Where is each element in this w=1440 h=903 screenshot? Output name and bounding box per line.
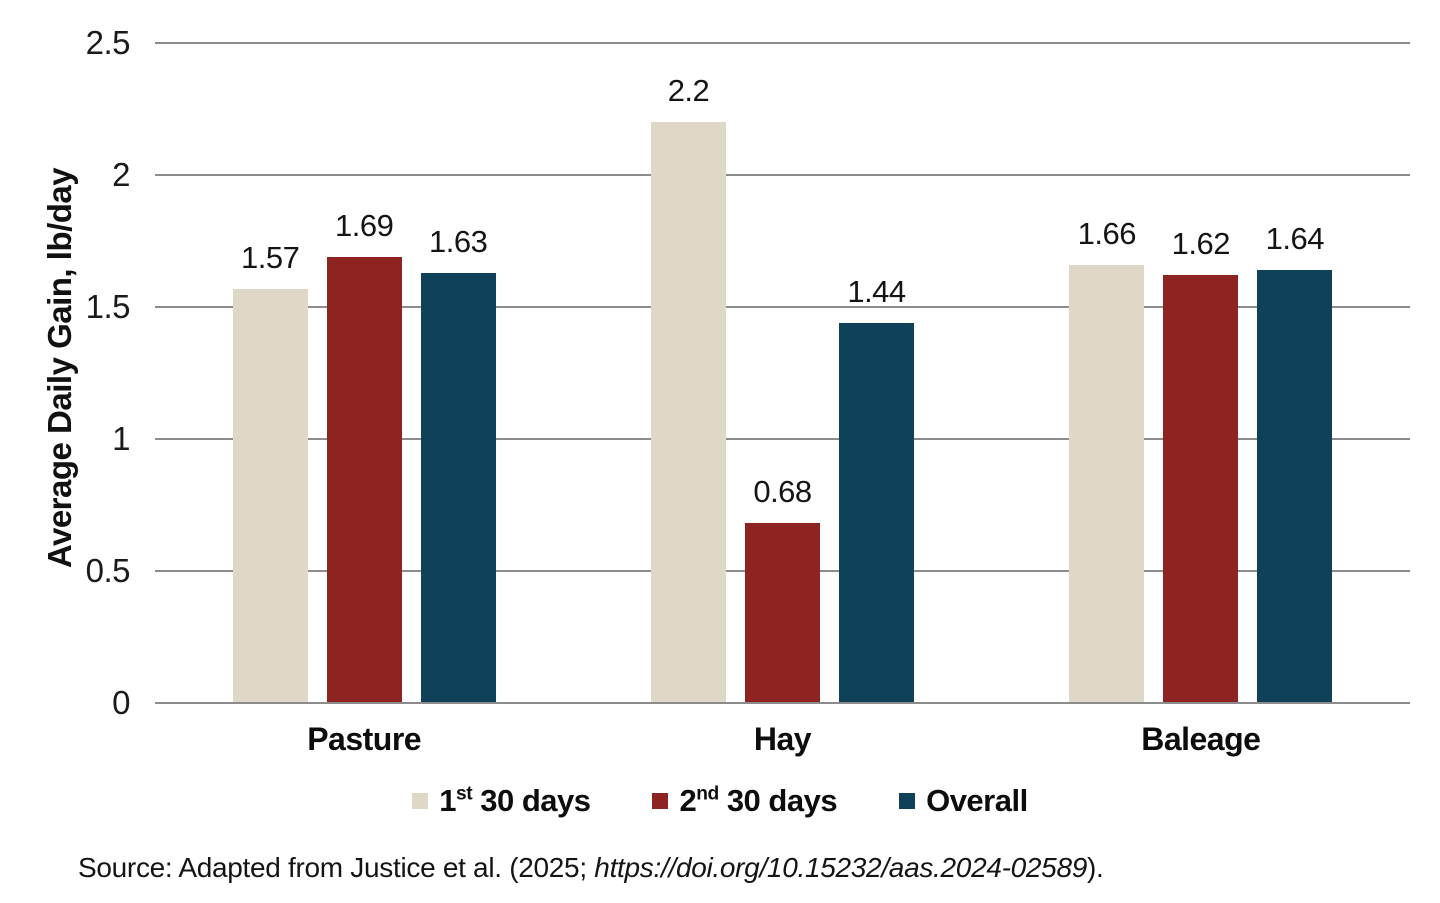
bar-value-label: 1.64 — [1265, 221, 1325, 257]
bar — [326, 256, 402, 703]
source-prefix: Source: Adapted from Justice et al. (202… — [78, 852, 595, 883]
bar — [1069, 264, 1145, 703]
legend-item: Overall — [899, 783, 1028, 819]
bar-value-label: 2.2 — [667, 73, 710, 109]
bar-value-label: 1.63 — [428, 223, 488, 259]
y-tick-label: 2 — [112, 156, 130, 193]
bar-value-label: 1.62 — [1171, 226, 1231, 262]
bar-value-label: 1.69 — [334, 207, 394, 243]
bar — [745, 523, 820, 703]
source-suffix: ). — [1087, 852, 1104, 883]
bar-value-label: 1.66 — [1077, 215, 1137, 251]
source-note: Source: Adapted from Justice et al. (202… — [78, 852, 1104, 884]
legend-item: 1st 30 days — [412, 783, 591, 819]
bar — [839, 322, 914, 703]
source-doi: https://doi.org/10.15232/aas.2024-02589 — [594, 852, 1087, 883]
bar — [1257, 270, 1333, 703]
bar — [420, 272, 496, 703]
bar — [651, 122, 726, 703]
y-tick-label: 0 — [112, 684, 130, 721]
legend-label: 1st 30 days — [439, 783, 591, 818]
category-label: Baleage — [1141, 721, 1261, 757]
bar — [1163, 275, 1239, 703]
category-label: Pasture — [307, 721, 422, 757]
legend-label: 2nd 30 days — [679, 783, 838, 818]
y-tick-label: 1 — [112, 420, 130, 457]
legend-item: 2nd 30 days — [652, 783, 838, 819]
legend-swatch — [412, 793, 429, 809]
y-axis-ticks: 0 0.5 1 1.5 2 2.5 — [0, 24, 131, 721]
gridline — [155, 174, 1410, 176]
category-label: Hay — [753, 721, 812, 757]
legend-label: Overall — [926, 783, 1028, 818]
gridline — [155, 306, 1410, 308]
y-tick-label: 2.5 — [85, 24, 131, 61]
y-tick-label: 1.5 — [85, 288, 131, 325]
legend-swatch — [652, 793, 669, 809]
gridline — [155, 438, 1410, 440]
bar-value-label: 1.57 — [240, 239, 300, 275]
y-tick-label: 0.5 — [85, 552, 131, 589]
plot-area: 1.57 1.69 1.63 Pasture 2.2 0.68 1.44 Hay 1.66 1.6… — [155, 42, 1410, 757]
gridline — [155, 42, 1410, 44]
bar — [232, 288, 308, 703]
x-axis-line — [155, 702, 1410, 704]
legend: 1st 30 days 2nd 30 days Overall — [0, 783, 1440, 819]
bar-value-label: 1.44 — [847, 273, 906, 309]
bar-value-label: 0.68 — [753, 474, 812, 510]
legend-swatch — [899, 793, 916, 809]
